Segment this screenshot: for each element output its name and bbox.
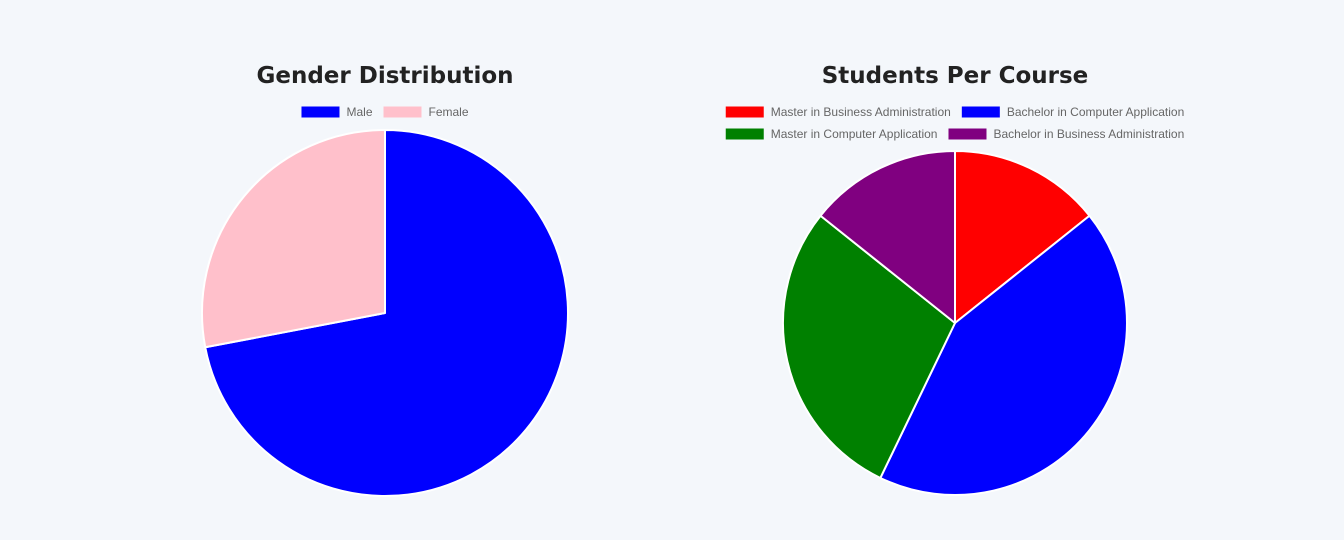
gender-legend-item-male[interactable]: Male: [301, 105, 373, 119]
gender-chart-title: Gender Distribution: [256, 63, 514, 89]
course-legend-label-bachelor-in-computer-application: Bachelor in Computer Application: [1007, 105, 1184, 119]
gender-legend-swatch-male: [301, 106, 340, 118]
gender-legend-label-male: Male: [346, 105, 372, 119]
course-legend-item-master-in-computer-application[interactable]: Master in Computer Application: [725, 127, 938, 141]
course-legend-swatch-bachelor-in-business-administration: [948, 128, 987, 140]
gender-pie-slice-male[interactable]: [204, 129, 569, 497]
course-pie-slice-bachelor-in-computer-application[interactable]: [879, 214, 1128, 496]
course-legend-label-bachelor-in-business-administration: Bachelor in Business Administration: [993, 127, 1184, 141]
course-legend-item-master-in-business-administration[interactable]: Master in Business Administration: [725, 105, 951, 119]
gender-legend-swatch-female: [383, 106, 422, 118]
course-chart-title: Students Per Course: [821, 63, 1089, 89]
course-pie-slice-master-in-computer-application[interactable]: [782, 214, 956, 479]
gender-legend-item-female[interactable]: Female: [383, 105, 469, 119]
gender-pie-chart: Male Female: [201, 105, 569, 497]
course-legend-item-bachelor-in-computer-application[interactable]: Bachelor in Computer Application: [961, 105, 1184, 119]
gender-pie-slice-female[interactable]: [201, 129, 386, 349]
course-legend-label-master-in-business-administration: Master in Business Administration: [771, 105, 951, 119]
course-legend-swatch-master-in-business-administration: [725, 106, 764, 118]
course-legend-item-bachelor-in-business-administration[interactable]: Bachelor in Business Administration: [948, 127, 1184, 141]
course-pie-chart: Master in Business Administration Bachelo…: [725, 105, 1184, 496]
course-pie-slice-bachelor-in-business-administration[interactable]: [819, 150, 956, 324]
course-legend-swatch-master-in-computer-application: [725, 128, 764, 140]
course-legend-swatch-bachelor-in-computer-application: [961, 106, 1000, 118]
gender-chart-card: Gender Distribution Male Female: [201, 63, 569, 497]
gender-legend-label-female: Female: [429, 105, 469, 119]
course-legend-label-master-in-computer-application: Master in Computer Application: [771, 127, 938, 141]
course-pie-slice-master-in-business-administration[interactable]: [954, 150, 1091, 324]
course-chart-card: Students Per Course Master in Business A…: [570, 0, 1340, 540]
